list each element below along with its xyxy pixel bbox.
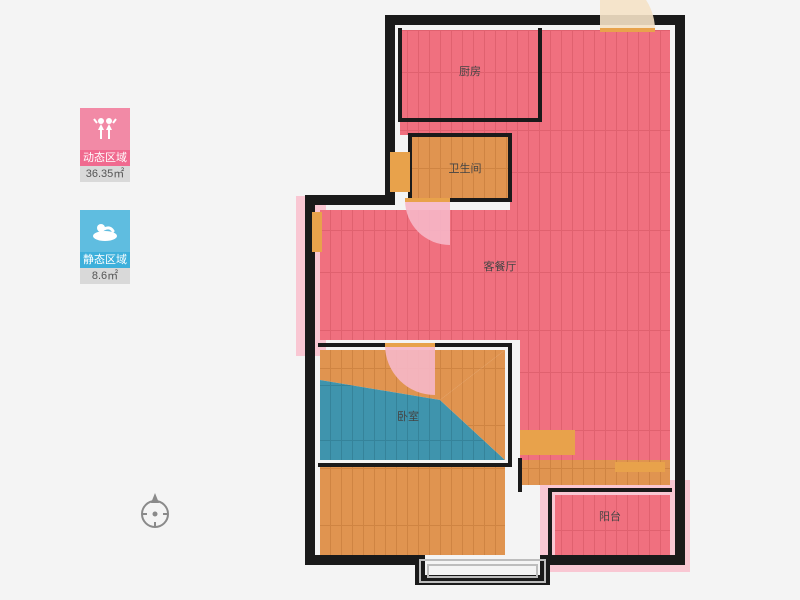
room-balcony xyxy=(555,495,670,555)
legend: 动态区域 36.35㎡ 静态区域 8.6㎡ xyxy=(80,108,140,312)
compass-icon xyxy=(135,490,175,530)
legend-dynamic-value: 36.35㎡ xyxy=(80,166,130,182)
rooms-group xyxy=(320,30,670,555)
legend-dynamic: 动态区域 36.35㎡ xyxy=(80,108,130,182)
legend-static: 静态区域 8.6㎡ xyxy=(80,210,130,284)
room-living-strip xyxy=(400,120,540,135)
room-under-bedroom-left xyxy=(320,465,505,555)
legend-dynamic-icon xyxy=(80,108,130,150)
legend-static-icon xyxy=(80,210,130,252)
legend-dynamic-label: 动态区域 xyxy=(80,150,130,166)
label-bedroom: 卧室 xyxy=(397,409,419,423)
legend-static-value: 8.6㎡ xyxy=(80,268,130,284)
label-kitchen: 厨房 xyxy=(459,65,481,78)
legend-static-label: 静态区域 xyxy=(80,252,130,268)
label-balcony: 阳台 xyxy=(599,509,621,523)
label-bathroom: 卫生间 xyxy=(449,161,482,175)
label-living: 客餐厅 xyxy=(484,259,517,273)
